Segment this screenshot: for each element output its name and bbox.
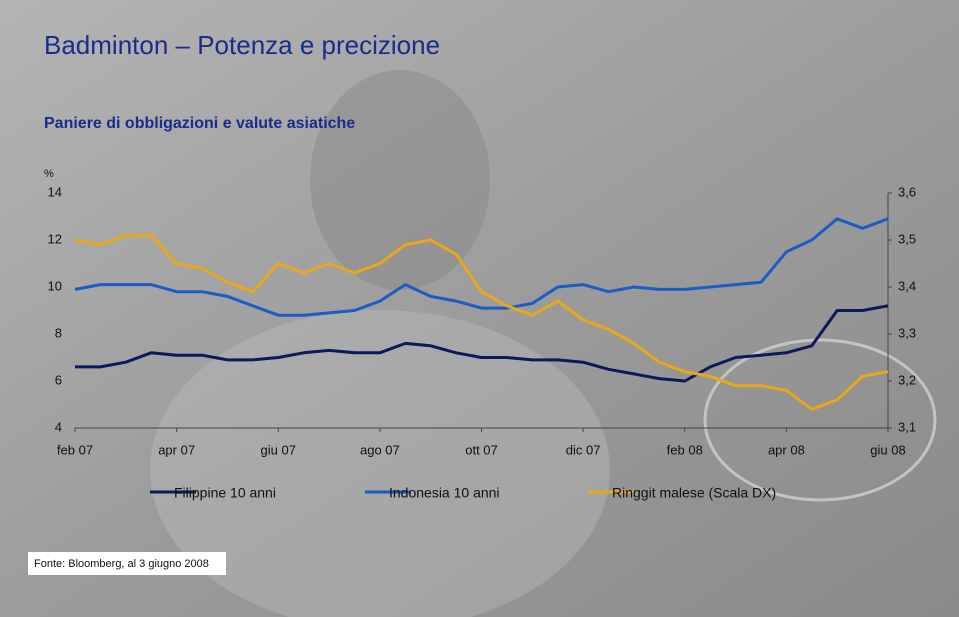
source: Fonte: Bloomberg, al 3 giugno 2008 — [34, 558, 209, 570]
x-tick-label: dic 07 — [566, 442, 601, 457]
x-tick-label: giu 08 — [870, 442, 905, 457]
x-tick-label: ott 07 — [465, 442, 498, 457]
photo-shade — [150, 310, 610, 617]
x-tick-label: ago 07 — [360, 442, 400, 457]
y2-tick-label: 3,4 — [898, 278, 916, 293]
y-tick-label: 8 — [55, 325, 62, 340]
y-tick-label: 4 — [55, 419, 62, 434]
photo-racket — [703, 338, 937, 502]
y-tick-label: 10 — [48, 278, 62, 293]
y2-tick-label: 3,2 — [898, 372, 916, 387]
legend-label: Filippine 10 anni — [174, 485, 276, 501]
y-tick-label: 12 — [48, 231, 62, 246]
chart-subtitle: Paniere di obbligazioni e valute asiatic… — [44, 115, 355, 132]
legend-label: Ringgit malese (Scala DX) — [612, 485, 776, 501]
y2-tick-label: 3,1 — [898, 419, 916, 434]
y2-tick-label: 3,3 — [898, 325, 916, 340]
x-tick-label: feb 07 — [57, 442, 93, 457]
chart-title: Badminton – Potenza e precizione — [44, 30, 440, 60]
series-line — [74, 233, 889, 411]
series-line — [74, 217, 889, 317]
y-axis-label: % — [44, 168, 54, 180]
y2-tick-label: 3,6 — [898, 184, 916, 199]
y-tick-label: 6 — [55, 372, 62, 387]
source-box — [28, 552, 226, 575]
legend-label: Indonesia 10 anni — [389, 485, 500, 501]
y-tick-label: 14 — [48, 184, 62, 199]
y2-tick-label: 3,5 — [898, 231, 916, 246]
x-tick-label: giu 07 — [261, 442, 296, 457]
x-tick-label: apr 07 — [158, 442, 195, 457]
series-line — [75, 304, 889, 383]
x-tick-label: apr 08 — [768, 442, 805, 457]
x-tick-label: feb 08 — [667, 442, 703, 457]
photo-shade — [310, 70, 490, 290]
